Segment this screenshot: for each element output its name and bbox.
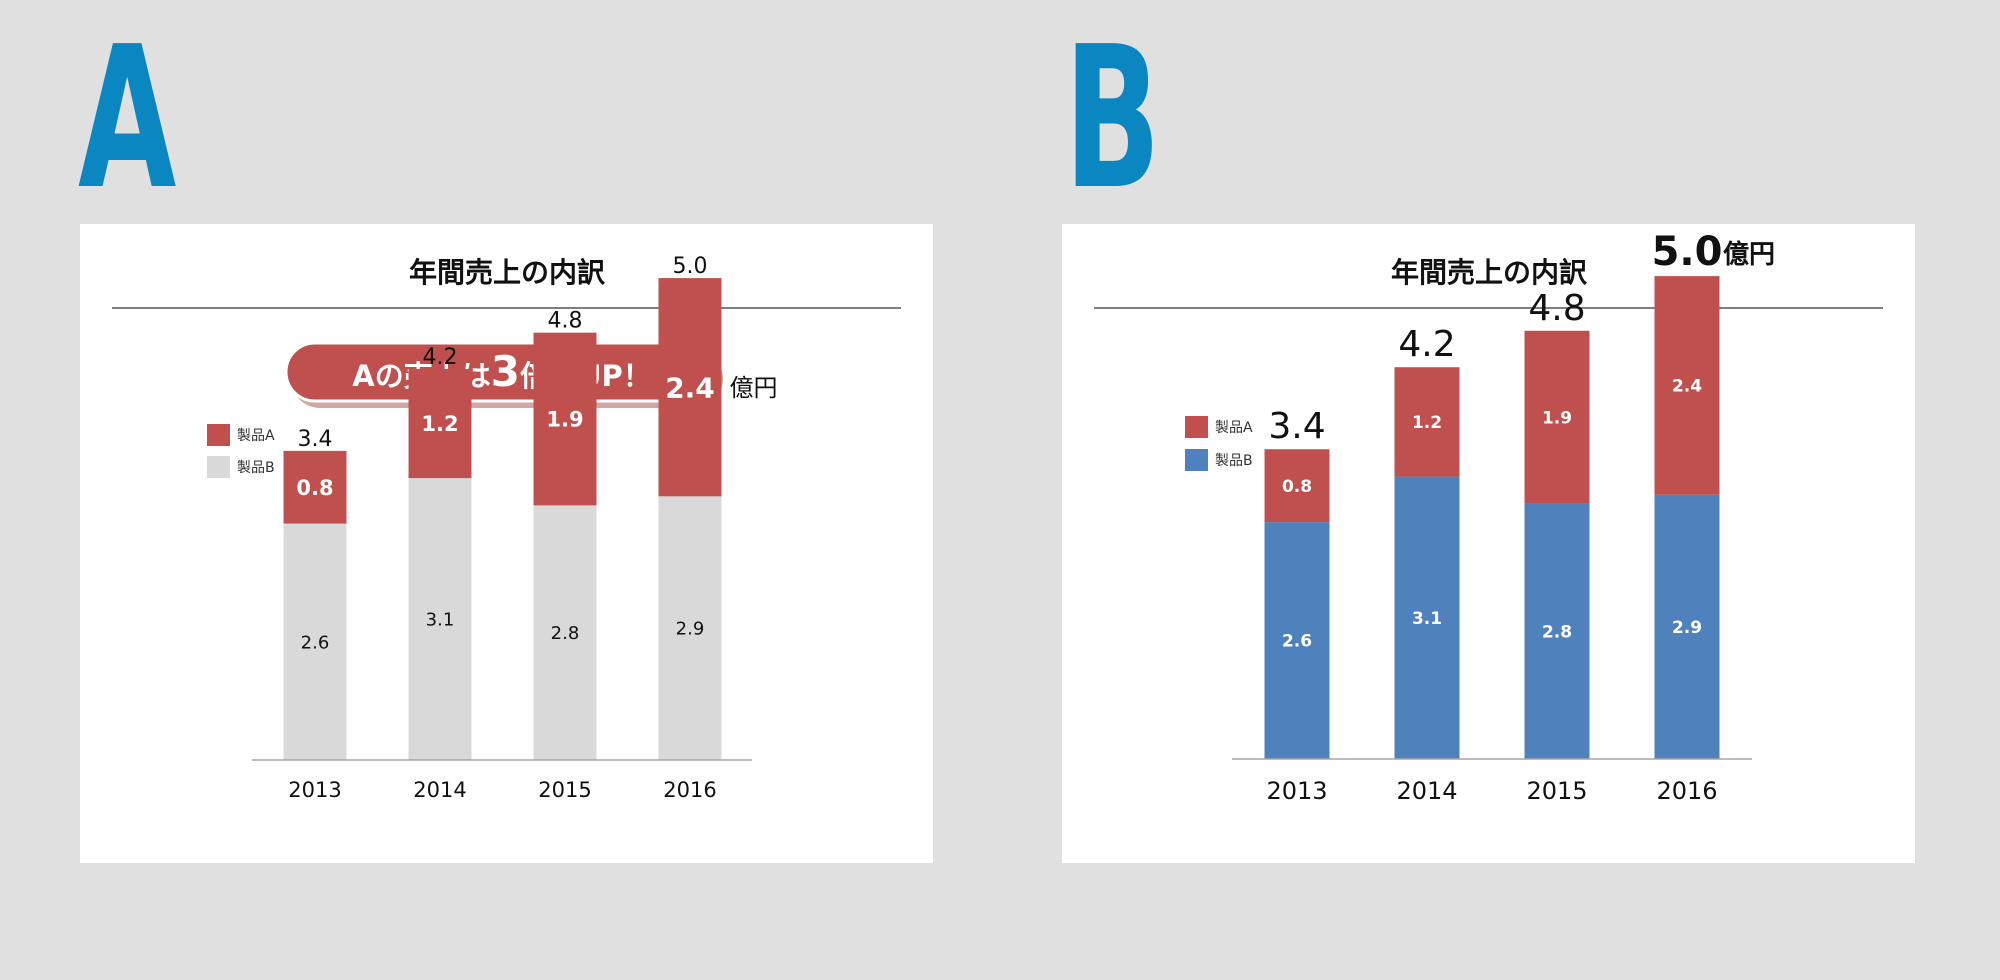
chart-title: 年間売上の内訳 (1391, 256, 1588, 289)
bar-2014-series-1 (408, 369, 472, 479)
bar-2016-series-0 (658, 496, 722, 760)
total-label-2015: 4.8 (1528, 288, 1585, 329)
bar-2015-series-1 (1524, 330, 1590, 504)
total-label-2016: 5.0 (673, 254, 708, 279)
legend-swatch-product-b (207, 456, 230, 478)
unit-label: 億円 (1723, 240, 1775, 270)
data-label-2014-series-1: 1.2 (421, 412, 458, 436)
total-label-2016: 5.0 (1652, 229, 1723, 275)
data-label-2016-series-1: 2.4 (1672, 377, 1702, 397)
x-tick-label-2014: 2014 (413, 778, 466, 802)
data-label-2013-series-0: 2.6 (301, 632, 330, 653)
bar-2016-series-1 (658, 278, 722, 497)
callout-badge: Aの売上は3倍にUP！ (284, 341, 723, 408)
total-label-2015: 4.8 (548, 309, 583, 334)
panel-letter-a: A (78, 5, 176, 233)
data-label-2015-series-0: 2.8 (551, 623, 580, 644)
total-label-2014: 4.2 (1398, 324, 1455, 365)
bar-2013-series-0 (283, 523, 347, 760)
legend-swatch-product-a (207, 424, 230, 446)
legend-label-product-b: 製品B (237, 460, 275, 476)
chart-a: 年間売上の内訳 Aの売上は3倍にUP！ 製品A 製品B 2.6 0.8 3.4 201… (112, 254, 901, 802)
data-label-2015-series-1: 1.9 (1542, 408, 1572, 428)
x-tick-label-2015: 2015 (538, 778, 591, 802)
plot-area: 2.6 0.8 3.4 2013 3.1 1.2 4.2 2014 2.8 1.9 4.8 2015 2… (1264, 229, 1775, 805)
data-label-2013-series-0: 2.6 (1282, 632, 1312, 652)
chart-b: 年間売上の内訳 製品A 製品B 2.6 0.8 3.4 2013 3.1 1.2 4.2 20… (1094, 229, 1883, 805)
data-label-2014-series-0: 3.1 (1412, 609, 1442, 629)
bar-2015-series-0 (533, 505, 597, 760)
legend-label-product-b: 製品B (1215, 453, 1253, 469)
bar-2015-series-0 (1524, 503, 1590, 759)
data-label-2016-series-1: 2.4 (665, 371, 715, 404)
data-label-2015-series-1: 1.9 (546, 408, 583, 432)
plot-area: 2.6 0.8 3.4 2013 3.1 1.2 4.2 2014 2.8 1.9 4.8 2015 2… (283, 254, 778, 802)
data-label-2013-series-1: 0.8 (1282, 477, 1312, 497)
data-label-2016-series-0: 2.9 (676, 619, 705, 640)
data-label-2015-series-0: 2.8 (1542, 623, 1572, 643)
x-tick-label-2015: 2015 (1526, 777, 1587, 805)
bar-2014-series-1 (1394, 367, 1460, 477)
bar-2016-series-1 (1654, 276, 1720, 495)
bar-2013-series-1 (283, 450, 347, 524)
chart-panel-b: 年間売上の内訳 製品A 製品B 2.6 0.8 3.4 2013 3.1 1.2 4.2 20… (1062, 224, 1915, 863)
total-label-2013: 3.4 (298, 427, 333, 452)
bar-2014-series-0 (408, 478, 472, 760)
data-label-2013-series-1: 0.8 (296, 476, 333, 500)
x-tick-label-2013: 2013 (288, 778, 341, 802)
x-tick-label-2016: 2016 (1656, 777, 1717, 805)
chart-title: 年間売上の内訳 (409, 256, 606, 289)
data-label-2014-series-0: 3.1 (426, 610, 455, 631)
bar-2013-series-1 (1264, 449, 1330, 523)
legend: 製品A 製品B (207, 424, 275, 478)
panel-letter-b: B (1064, 5, 1161, 233)
legend-swatch-product-a (1185, 416, 1208, 438)
legend-swatch-product-b (1185, 449, 1208, 471)
legend-label-product-a: 製品A (237, 428, 275, 444)
total-label-2014: 4.2 (423, 345, 458, 370)
x-tick-label-2016: 2016 (663, 778, 716, 802)
total-label-2013: 3.4 (1268, 406, 1325, 447)
bar-2015-series-1 (533, 332, 597, 506)
data-label-2014-series-1: 1.2 (1412, 413, 1442, 433)
legend-label-product-a: 製品A (1215, 420, 1253, 436)
bar-2016-series-0 (1654, 494, 1720, 759)
x-tick-label-2013: 2013 (1266, 777, 1327, 805)
callout-emphasis: 3 (491, 347, 520, 396)
unit-label: 億円 (730, 374, 778, 402)
legend: 製品A 製品B (1185, 416, 1253, 471)
x-tick-label-2014: 2014 (1396, 777, 1457, 805)
chart-panel-a: 年間売上の内訳 Aの売上は3倍にUP！ 製品A 製品B 2.6 0.8 3.4 201… (80, 224, 933, 863)
bar-2014-series-0 (1394, 476, 1460, 759)
data-label-2016-series-0: 2.9 (1672, 618, 1702, 638)
bar-2013-series-0 (1264, 522, 1330, 759)
